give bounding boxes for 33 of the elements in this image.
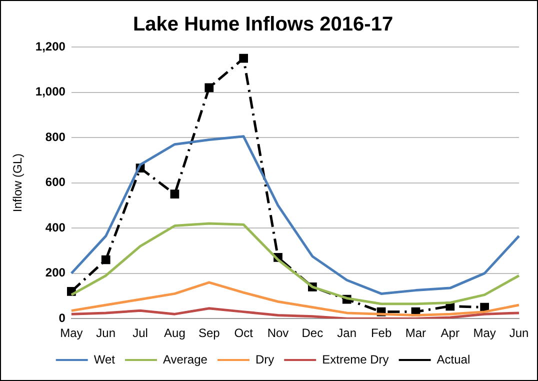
x-tick-label: Jun [96, 326, 116, 340]
x-tick-label: May [473, 326, 496, 340]
point [101, 255, 110, 264]
point [204, 83, 214, 92]
x-tick-label: Aug [164, 326, 186, 340]
y-tick-label: 800 [45, 130, 66, 144]
x-tick-label: Feb [370, 326, 392, 340]
x-tick-label: May [60, 326, 83, 340]
y-tick-label: 200 [45, 266, 66, 280]
legend-label: Dry [255, 352, 274, 366]
y-tick-label: 1,200 [35, 39, 66, 54]
point [239, 54, 248, 63]
x-tick-label: Mar [405, 326, 426, 340]
legend-label: Actual [436, 352, 470, 366]
x-tick-label: Jan [337, 326, 357, 340]
x-tick-label: Oct [234, 326, 254, 340]
legend-label: Wet [94, 352, 116, 366]
x-tick-label: Dec [302, 326, 324, 340]
legend-label: Extreme Dry [322, 352, 389, 366]
point [480, 302, 490, 312]
x-tick-label: Jun [509, 326, 529, 340]
y-axis-title: Inflow (GL) [10, 153, 25, 212]
x-tick-label: Nov [267, 326, 289, 340]
y-tick-label: 1,000 [35, 84, 66, 99]
chart-title: Lake Hume Inflows 2016-17 [132, 14, 394, 36]
y-tick-label: 400 [45, 220, 66, 234]
x-tick-label: Apr [440, 326, 460, 340]
point [170, 190, 180, 199]
legend-label: Average [162, 352, 208, 366]
x-tick-label: Jul [132, 326, 148, 340]
x-tick-label: Sep [198, 326, 220, 340]
y-tick-label: 0 [58, 310, 66, 325]
y-tick-label: 600 [45, 175, 66, 190]
